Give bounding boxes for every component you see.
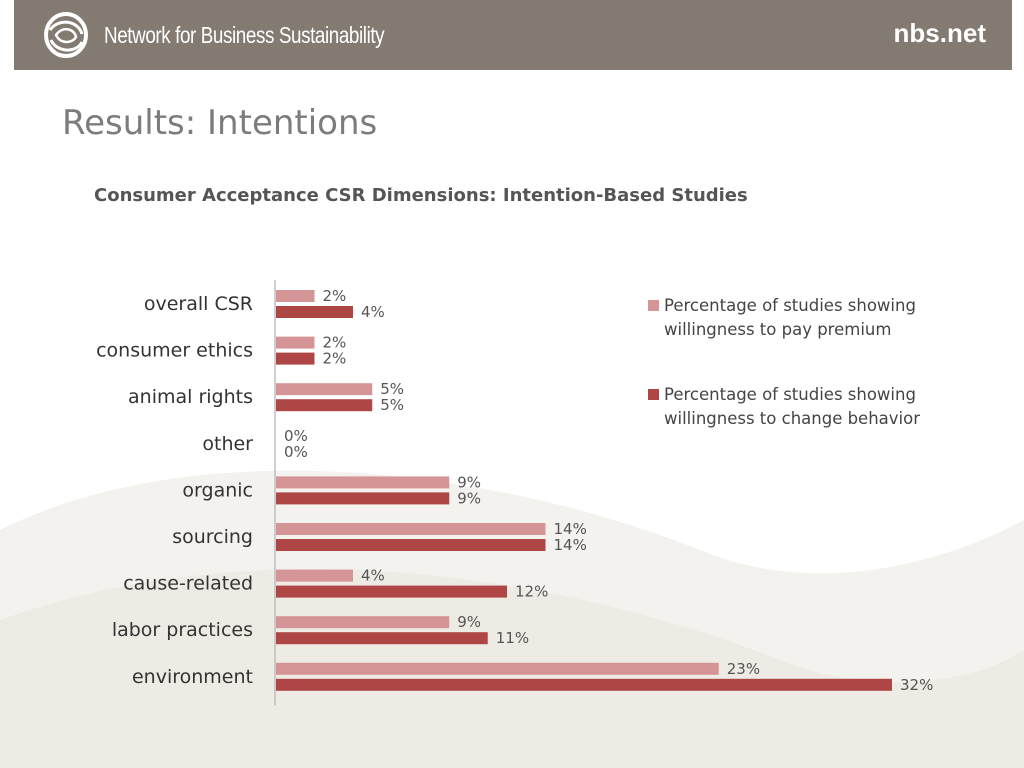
data-label: 11%	[496, 629, 529, 647]
bar	[276, 306, 353, 318]
data-label: 2%	[323, 334, 347, 352]
data-label: 4%	[361, 303, 385, 321]
data-label: 9%	[457, 613, 481, 631]
data-label: 23%	[727, 660, 760, 678]
data-label: 12%	[515, 583, 548, 601]
header-bar: Network for Business Sustainability nbs.…	[14, 0, 1012, 70]
category-label: consumer ethics	[96, 340, 253, 362]
data-label: 9%	[457, 489, 481, 507]
page-title: Results: Intentions	[62, 103, 378, 143]
category-label: organic	[182, 479, 253, 501]
legend-label: Percentage of studies showing	[664, 296, 916, 315]
data-label: 14%	[554, 536, 587, 554]
data-label: 4%	[361, 567, 385, 585]
nbs-swirl-logo-icon	[44, 12, 88, 58]
bar	[276, 632, 488, 645]
bar	[276, 539, 546, 551]
bar	[276, 336, 315, 349]
legend-label: willingness to change behavior	[664, 409, 920, 428]
legend-label: Percentage of studies showing	[664, 385, 916, 404]
data-label: 9%	[457, 473, 481, 491]
bar	[276, 585, 507, 598]
bar	[276, 399, 373, 412]
legend-swatch	[648, 389, 659, 400]
bar	[276, 678, 892, 691]
bar	[276, 616, 450, 629]
data-label: 14%	[554, 520, 587, 538]
bar	[276, 476, 450, 489]
bar	[276, 383, 373, 396]
data-label: 0%	[284, 427, 308, 445]
category-label: labor practices	[112, 619, 253, 641]
category-label: overall CSR	[144, 293, 253, 315]
legend-swatch	[648, 300, 659, 311]
data-label: 32%	[900, 676, 933, 694]
bar	[276, 662, 719, 675]
site-link[interactable]: nbs.net	[893, 18, 986, 48]
bar	[276, 523, 546, 535]
org-name: Network for Business Sustainability	[104, 22, 385, 48]
bar	[276, 352, 315, 365]
data-label: 2%	[323, 287, 347, 305]
category-label: environment	[132, 666, 253, 688]
category-label: animal rights	[128, 386, 253, 408]
bar	[276, 492, 450, 505]
bar	[276, 569, 353, 582]
data-label: 5%	[380, 396, 404, 414]
data-label: 5%	[380, 380, 404, 398]
category-label: other	[202, 433, 253, 455]
category-label: cause-related	[123, 573, 253, 595]
category-label: sourcing	[172, 526, 253, 548]
data-label: 2%	[323, 350, 347, 368]
bar	[276, 290, 315, 302]
chart-title: Consumer Acceptance CSR Dimensions: Inte…	[94, 185, 748, 206]
legend-label: willingness to pay premium	[664, 320, 891, 339]
data-label: 0%	[284, 443, 308, 461]
